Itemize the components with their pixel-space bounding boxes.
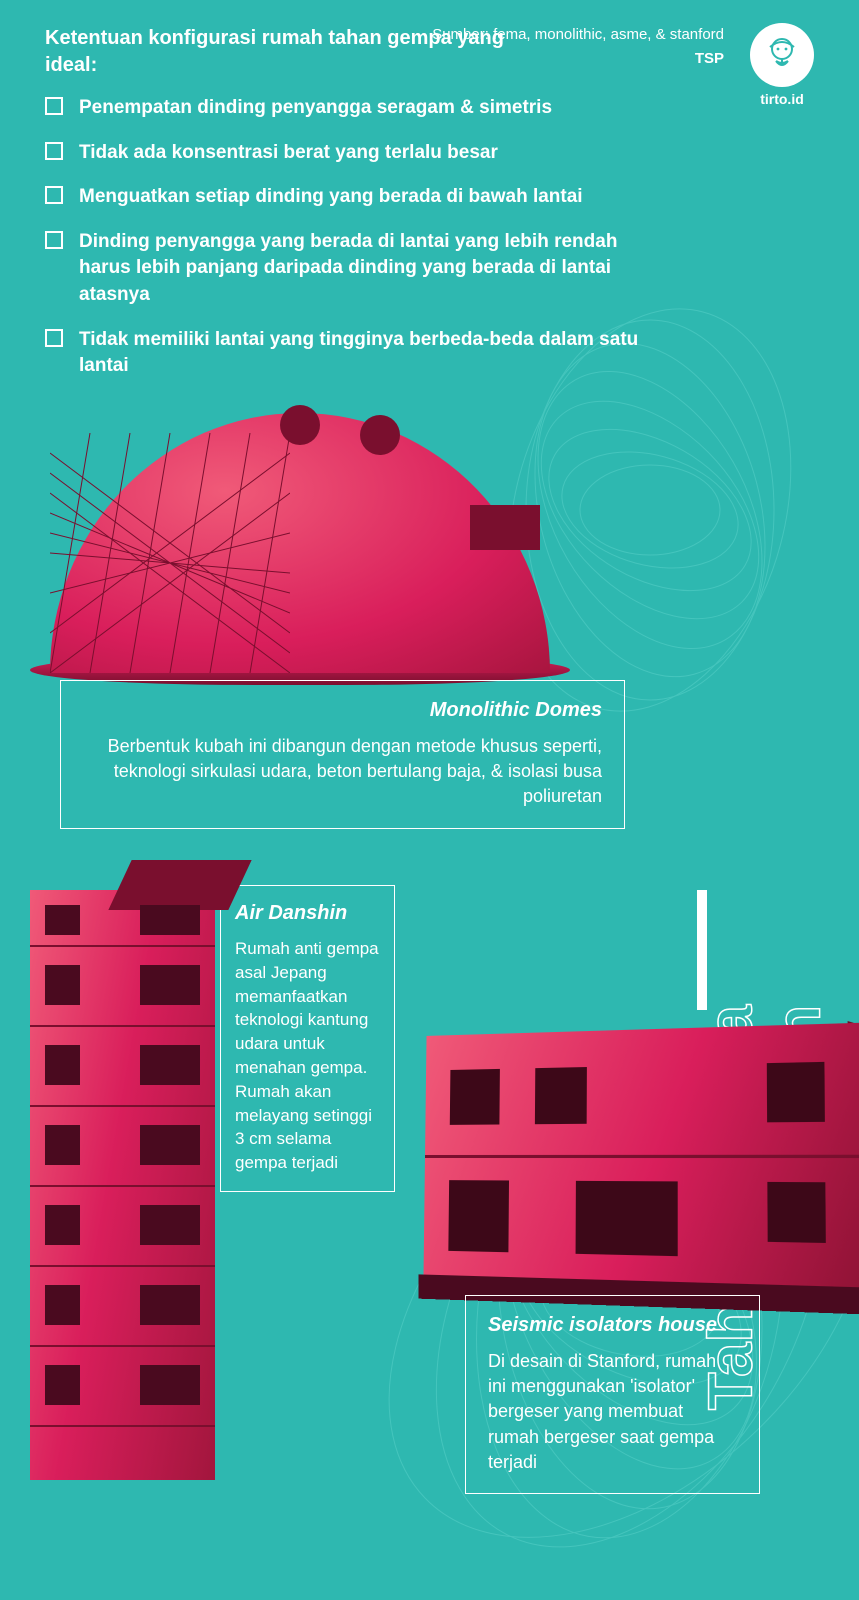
checkbox-icon bbox=[45, 186, 63, 204]
info-box-seismic: Seismic isolators house Di desain di Sta… bbox=[465, 1295, 760, 1494]
brand-avatar-icon bbox=[750, 23, 814, 87]
checkbox-icon bbox=[45, 97, 63, 115]
checklist-label: Menguatkan setiap dinding yang berada di… bbox=[79, 184, 583, 211]
box-house-illustration bbox=[423, 1023, 859, 1294]
info-body: Rumah anti gempa asal Jepang memanfaatka… bbox=[235, 937, 380, 1175]
brand-name: tirto.id bbox=[750, 91, 814, 107]
checklist-item: Tidak memiliki lantai yang tingginya ber… bbox=[45, 327, 645, 380]
vertical-title-bar bbox=[697, 890, 707, 1010]
info-box-airdanshin: Air Danshin Rumah anti gempa asal Jepang… bbox=[220, 885, 395, 1192]
info-title: Seismic isolators house bbox=[488, 1314, 737, 1337]
info-body: Berbentuk kubah ini dibangun dengan meto… bbox=[83, 734, 602, 810]
info-title: Monolithic Domes bbox=[83, 699, 602, 722]
checkbox-icon bbox=[45, 231, 63, 249]
source-label: Sumber: bbox=[432, 26, 489, 43]
checklist-item: Menguatkan setiap dinding yang berada di… bbox=[45, 184, 645, 211]
checklist-label: Penempatan dinding penyangga seragam & s… bbox=[79, 95, 552, 122]
checklist: Penempatan dinding penyangga seragam & s… bbox=[45, 95, 645, 398]
checklist-label: Tidak memiliki lantai yang tingginya ber… bbox=[79, 327, 645, 380]
info-body: Di desain di Stanford, rumah ini menggun… bbox=[488, 1349, 737, 1475]
checklist-item: Penempatan dinding penyangga seragam & s… bbox=[45, 95, 645, 122]
vertical-title: Rumah Tahan Gempa bbox=[699, 145, 829, 1005]
checkbox-icon bbox=[45, 142, 63, 160]
source-value: fema, monolithic, asme, & stanford bbox=[493, 26, 724, 43]
credit: TSP bbox=[432, 49, 724, 69]
info-box-monolithic: Monolithic Domes Berbentuk kubah ini dib… bbox=[60, 680, 625, 829]
info-title: Air Danshin bbox=[235, 902, 380, 925]
checklist-item: Dinding penyangga yang berada di lantai … bbox=[45, 229, 645, 309]
checklist-item: Tidak ada konsentrasi berat yang terlalu… bbox=[45, 140, 645, 167]
checkbox-icon bbox=[45, 329, 63, 347]
dome-illustration bbox=[20, 375, 580, 685]
tower-illustration bbox=[30, 890, 215, 1480]
checklist-label: Tidak ada konsentrasi berat yang terlalu… bbox=[79, 140, 498, 167]
checklist-label: Dinding penyangga yang berada di lantai … bbox=[79, 229, 645, 309]
brand-logo: tirto.id bbox=[750, 23, 814, 107]
source-block: Sumber: fema, monolithic, asme, & stanfo… bbox=[432, 25, 724, 70]
